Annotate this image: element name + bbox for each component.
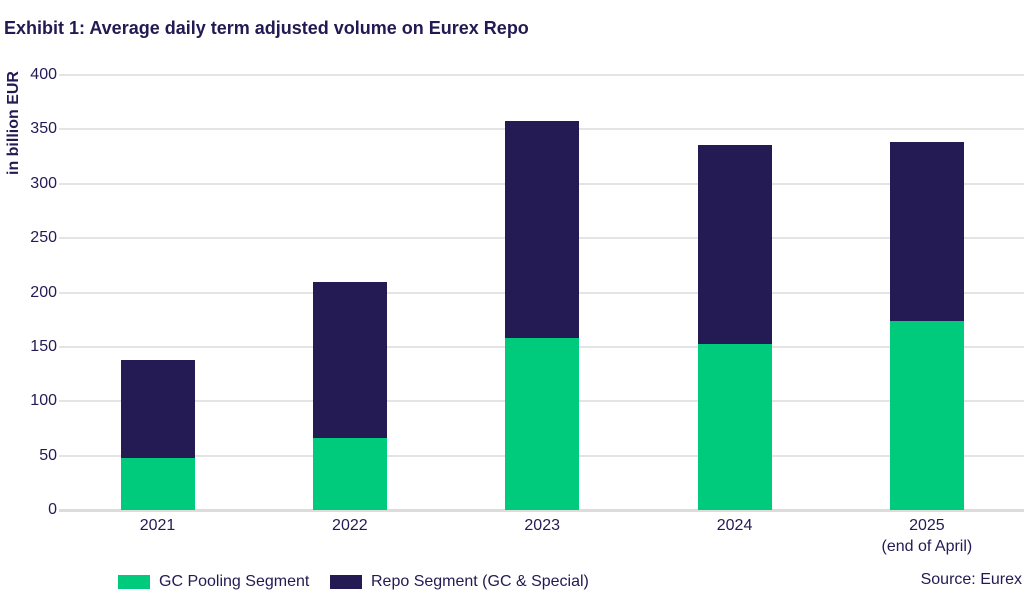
bar-segment-repo-2024 <box>697 144 772 344</box>
y-tick-label: 350 <box>30 120 57 138</box>
gridline <box>59 74 1024 76</box>
legend-item-repo-segment: Repo Segment (GC & Special) <box>330 573 589 591</box>
bar-segment-gc-pooling-2022 <box>312 438 387 510</box>
bar-segment-gc-pooling-2023 <box>505 338 580 510</box>
bar-segment-repo-2025 <box>889 142 964 321</box>
bar-segment-repo-2021 <box>120 359 195 458</box>
repo-segment-swatch <box>330 575 362 589</box>
source-label: Source: Eurex <box>920 571 1022 588</box>
bar-segment-repo-2022 <box>312 281 387 439</box>
bar-segment-gc-pooling-2021 <box>120 457 195 510</box>
y-tick-label: 200 <box>30 283 57 301</box>
bar-segment-gc-pooling-2024 <box>697 343 772 510</box>
x-tick-label-2024: 2024 <box>716 517 753 534</box>
x-tick-sublabel-2025: (end of April) <box>881 538 973 555</box>
bar-segment-repo-2023 <box>505 120 580 339</box>
x-tick-label-2023: 2023 <box>524 517 560 534</box>
y-tick-label: 300 <box>30 174 57 192</box>
x-tick-label-2021: 2021 <box>139 517 176 534</box>
chart-title: Exhibit 1: Average daily term adjusted v… <box>4 18 529 38</box>
y-tick-label: 150 <box>30 337 57 355</box>
x-axis-baseline <box>59 508 1024 512</box>
gc-pooling-swatch <box>118 575 150 589</box>
y-tick-label: 100 <box>30 392 57 410</box>
x-tick-label-2022: 2022 <box>332 517 368 534</box>
bar-segment-gc-pooling-2025 <box>889 320 964 510</box>
legend-label-gc-pooling: GC Pooling Segment <box>159 573 310 590</box>
legend-label-repo-segment: Repo Segment (GC & Special) <box>371 573 589 590</box>
y-tick-label: 50 <box>39 446 57 464</box>
x-tick-label-2025: 2025 <box>909 517 945 534</box>
y-tick-label: 250 <box>30 229 57 247</box>
y-tick-label: 0 <box>48 501 57 518</box>
legend-item-gc-pooling: GC Pooling Segment <box>118 573 309 591</box>
y-tick-label: 400 <box>30 66 57 83</box>
